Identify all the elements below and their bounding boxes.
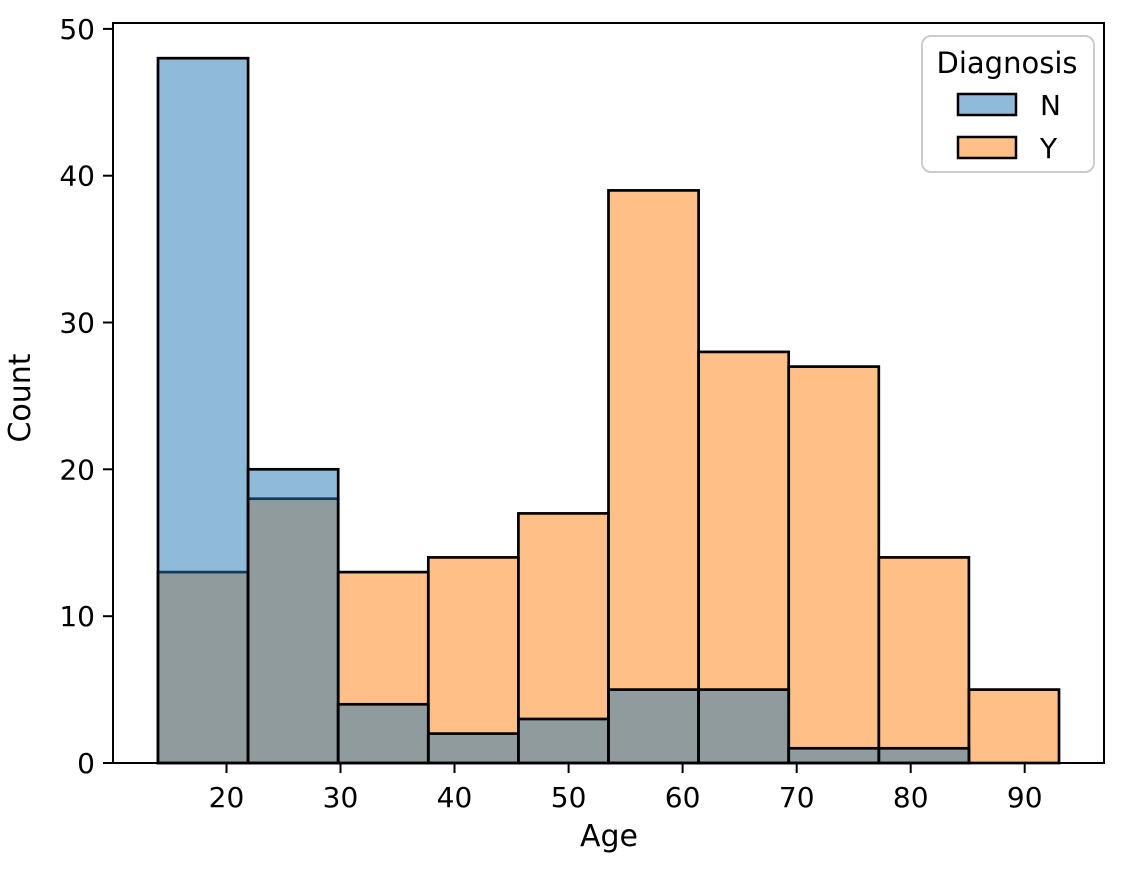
bar-N-1 bbox=[246, 467, 340, 765]
y-tick-label: 0 bbox=[77, 747, 95, 780]
bar-Y-3 bbox=[426, 556, 520, 765]
bar-Y-5 bbox=[607, 189, 700, 765]
legend-title: Diagnosis bbox=[937, 46, 1078, 80]
x-tick-label: 20 bbox=[209, 781, 245, 814]
y-tick-label: 20 bbox=[59, 453, 95, 486]
bar-N-6 bbox=[697, 688, 791, 765]
y-tick-label: 40 bbox=[59, 160, 95, 193]
y-tick-label: 50 bbox=[59, 13, 95, 46]
legend-label-y: Y bbox=[1039, 132, 1058, 165]
bar-N-2 bbox=[336, 702, 430, 765]
bar-N-3 bbox=[426, 732, 520, 765]
bar-Y-9 bbox=[967, 688, 1061, 765]
y-tick-label: 30 bbox=[59, 307, 95, 340]
legend-entry-y: Y bbox=[956, 132, 1058, 165]
x-tick-label: 70 bbox=[779, 781, 815, 814]
x-tick-label: 30 bbox=[323, 781, 359, 814]
legend-swatch-n bbox=[956, 92, 1018, 117]
bar-Y-8 bbox=[877, 556, 971, 765]
bars-layer bbox=[156, 56, 1061, 765]
legend-entry-n: N bbox=[956, 89, 1061, 122]
legend-swatch-y bbox=[956, 135, 1018, 160]
y-tick-label: 10 bbox=[59, 600, 95, 633]
bar-N-4 bbox=[517, 717, 610, 765]
x-tick-label: 80 bbox=[893, 781, 929, 814]
x-tick-label: 90 bbox=[1007, 781, 1043, 814]
bar-N-8 bbox=[877, 746, 971, 765]
bar-Y-7 bbox=[787, 365, 881, 765]
y-axis-label: Count bbox=[3, 353, 38, 442]
bar-N-5 bbox=[607, 688, 700, 765]
ticks-layer: 20 30 40 50 60 70 80 90 0 10 20 30 40 50 bbox=[59, 13, 1042, 814]
x-axis-label: Age bbox=[580, 819, 638, 854]
x-tick-label: 50 bbox=[551, 781, 587, 814]
bar-N-0 bbox=[156, 56, 250, 765]
x-tick-label: 40 bbox=[437, 781, 473, 814]
axes-frame bbox=[112, 22, 1105, 764]
bar-N-7 bbox=[787, 746, 881, 765]
legend-label-n: N bbox=[1040, 89, 1061, 122]
x-tick-label: 60 bbox=[665, 781, 701, 814]
legend: Diagnosis N Y bbox=[921, 35, 1095, 173]
